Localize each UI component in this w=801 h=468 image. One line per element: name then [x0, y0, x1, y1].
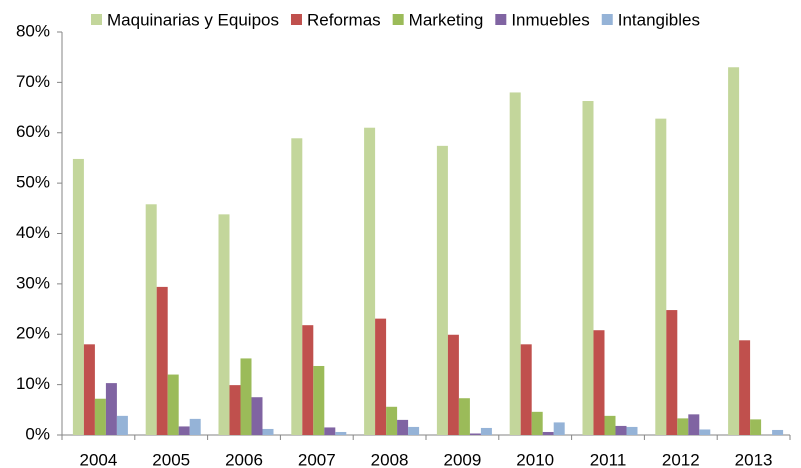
bar	[436, 145, 448, 435]
bar	[167, 374, 179, 435]
y-tick-label: 40%	[16, 223, 50, 242]
bar	[189, 418, 201, 435]
x-tick-label: 2012	[662, 450, 700, 468]
bar	[480, 427, 492, 435]
bar	[324, 427, 336, 435]
bar	[335, 431, 347, 435]
bar	[375, 318, 387, 435]
x-tick-label: 2013	[735, 450, 773, 468]
bar	[386, 406, 398, 435]
bar	[116, 415, 128, 435]
bar	[520, 344, 532, 435]
bar	[262, 428, 274, 435]
bar	[397, 419, 409, 435]
y-tick-label: 10%	[16, 374, 50, 393]
bar	[739, 340, 751, 435]
bar	[666, 310, 678, 435]
bar	[145, 204, 157, 435]
y-tick-label: 0%	[25, 424, 50, 443]
bar	[750, 419, 762, 435]
bar	[291, 138, 303, 435]
bar	[626, 426, 638, 435]
y-tick-label: 30%	[16, 273, 50, 292]
bar	[772, 429, 784, 435]
legend-label: Intangibles	[618, 10, 700, 29]
legend-label: Maquinarias y Equipos	[107, 10, 279, 29]
legend-swatch	[290, 14, 302, 25]
x-tick-label: 2004	[79, 450, 117, 468]
bar	[655, 118, 667, 436]
x-tick-label: 2007	[298, 450, 336, 468]
bar	[677, 418, 689, 435]
x-tick-label: 2009	[443, 450, 481, 468]
legend-swatch	[601, 14, 613, 25]
bar	[251, 397, 263, 435]
bar	[229, 385, 241, 435]
bar	[728, 67, 740, 435]
bar	[72, 158, 84, 435]
bar	[313, 365, 325, 435]
legend-swatch	[392, 14, 404, 25]
bar	[458, 398, 470, 435]
bar	[408, 426, 420, 435]
bar	[553, 422, 565, 435]
x-tick-label: 2010	[516, 450, 554, 468]
x-tick-label: 2006	[225, 450, 263, 468]
bar	[531, 411, 543, 435]
bar	[302, 325, 314, 435]
bar	[469, 433, 481, 435]
legend-label: Marketing	[409, 10, 484, 29]
bar	[364, 127, 376, 436]
bar	[178, 426, 190, 435]
bar	[447, 334, 459, 435]
bar	[593, 330, 605, 435]
bar	[94, 398, 106, 435]
bar	[83, 344, 95, 435]
bar	[240, 358, 252, 435]
legend-swatch	[91, 14, 102, 25]
bar	[604, 415, 616, 435]
bar	[542, 431, 554, 435]
y-tick-label: 70%	[16, 72, 50, 91]
legend-label: Reformas	[307, 10, 381, 29]
bar	[509, 92, 521, 435]
y-tick-label: 80%	[16, 21, 50, 40]
bar	[218, 214, 230, 435]
legend-swatch	[495, 14, 507, 25]
x-tick-label: 2005	[152, 450, 190, 468]
bar	[688, 414, 700, 435]
bar	[156, 286, 168, 435]
y-tick-label: 60%	[16, 122, 50, 141]
bar	[582, 101, 594, 436]
y-tick-label: 50%	[16, 173, 50, 192]
y-tick-label: 20%	[16, 324, 50, 343]
bar	[105, 383, 117, 435]
legend-label: Inmuebles	[511, 10, 589, 29]
x-tick-label: 2008	[371, 450, 409, 468]
x-tick-label: 2011	[590, 450, 627, 468]
bar	[699, 429, 711, 435]
bar	[615, 425, 627, 435]
